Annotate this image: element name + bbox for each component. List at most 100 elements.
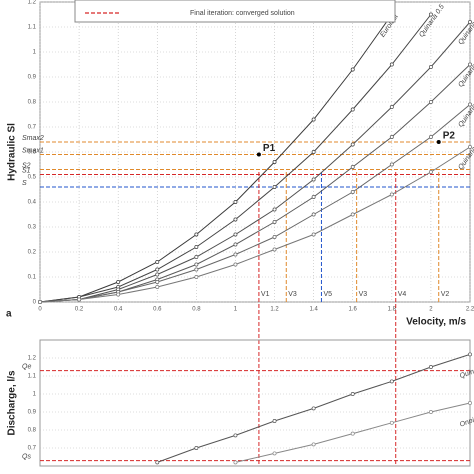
reference-label: V2 [441,291,450,298]
data-point [272,451,277,456]
y-tick-label: 1.2 [28,356,37,362]
data-point [311,212,316,217]
data-point [350,190,355,194]
data-point [428,410,433,414]
data-point [194,245,199,249]
data-point [311,406,316,411]
data-point [468,20,472,24]
data-point [428,12,433,17]
data-point [389,62,394,67]
data-point [350,107,355,112]
data-point [194,446,199,450]
data-point [350,142,355,147]
data-point [194,232,199,237]
data-point [468,145,472,149]
y-tick-label: 1 [33,392,37,398]
series-line [39,104,471,303]
data-point [272,419,277,423]
data-point [311,442,316,447]
x-tick-label: 1.2 [270,307,279,313]
data-point [389,162,394,167]
reference-label: S1 [22,167,31,174]
reference-label: V1 [261,291,270,298]
data-point [272,185,277,189]
reference-label: Qs [22,453,31,460]
legend-text: Final iteration: converged solution [190,10,295,17]
y-tick-label: 0.8 [28,100,37,106]
data-point [233,232,238,237]
legend-box [74,0,396,23]
data-point [468,62,472,67]
x-tick-label: 2 [429,307,433,313]
data-point [155,280,160,284]
reference-label: S2 [22,162,31,169]
data-point [272,160,277,164]
data-point [233,242,238,247]
data-point [389,135,394,139]
x-tick-label: 1.6 [349,307,358,313]
data-point [194,262,199,267]
reference-label: V4 [398,291,407,298]
series-line [39,14,393,303]
data-point [194,275,199,279]
reference-label: V3 [359,291,368,298]
data-point [468,401,472,405]
y-tick-label: 0.4 [28,200,37,206]
data-point [350,67,355,72]
data-point [311,232,316,237]
solution-point [436,140,441,144]
panel-label: a [6,309,12,320]
y-tick-label: 0.7 [28,125,37,131]
series-line [39,146,471,303]
data-point [389,105,394,109]
y-tick-label: 0.5 [28,175,37,181]
y-axis-label: Hydraulic Sl [7,123,18,181]
y-tick-label: 1.1 [28,25,37,31]
data-point [311,195,316,199]
y-tick-label: 0.6 [28,150,37,156]
y-tick-label: 1.2 [28,0,37,6]
data-point [233,460,238,465]
data-point [350,431,355,436]
data-point [233,217,238,222]
data-point [272,235,277,239]
reference-label: V3 [288,291,297,298]
data-point [350,165,355,169]
data-point [389,420,394,425]
data-point [155,272,160,277]
data-point [389,379,394,384]
data-point [350,392,355,396]
data-point [233,252,238,257]
y-tick-label: 0.9 [28,75,37,81]
y-tick-label: 0.8 [28,428,37,434]
y-tick-label: 0.2 [28,250,37,256]
data-point [155,460,160,465]
data-point [311,177,316,182]
x-tick-label: 1 [234,307,238,313]
data-point [155,267,160,272]
data-point [272,207,277,212]
data-point [194,255,199,259]
data-point [233,433,238,438]
data-point [272,247,277,252]
data-point [389,192,394,197]
data-point [428,365,433,369]
y-tick-label: 0.1 [28,275,37,281]
data-point [155,285,160,289]
y-tick-label: 0 [33,300,37,306]
reference-label: V5 [323,291,332,298]
x-tick-label: 0.8 [192,307,201,313]
data-point [77,297,82,302]
data-point [38,300,42,304]
data-point [468,102,472,107]
reference-label: Smax2 [22,135,44,142]
x-tick-label: 2.2 [466,307,474,313]
data-point [311,117,316,122]
reference-label: Smax1 [22,147,44,154]
x-tick-label: 0.4 [114,307,123,313]
data-point [428,170,433,174]
series-line [39,21,471,303]
data-point [428,100,433,104]
